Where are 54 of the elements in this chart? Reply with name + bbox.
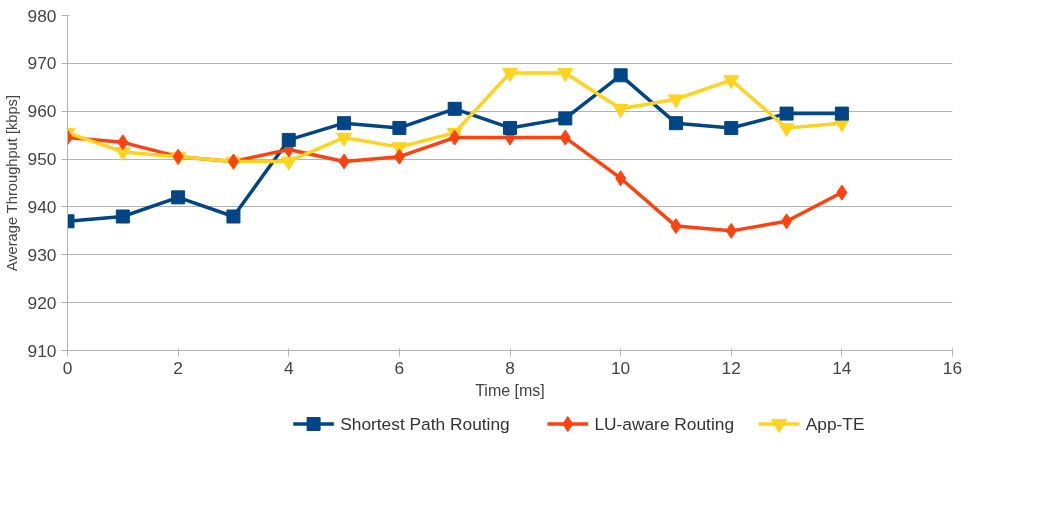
y-tick-label: 930 <box>27 244 57 265</box>
point <box>115 209 130 224</box>
point <box>502 68 518 83</box>
point <box>615 170 627 187</box>
point <box>337 116 352 131</box>
point <box>117 134 129 151</box>
x-axis-title: Time [ms] <box>475 381 545 399</box>
y-axis-title: Average Throughput [kbps] <box>3 94 20 272</box>
y-tick-label: 970 <box>27 53 57 74</box>
point <box>336 132 353 147</box>
x-tick-label: 16 <box>942 357 963 378</box>
point <box>724 120 739 135</box>
x-tick-label: 10 <box>610 357 631 378</box>
point <box>723 75 740 90</box>
y-tick-label: 960 <box>27 101 57 122</box>
point <box>612 103 629 118</box>
point <box>447 101 462 116</box>
legend-label: Shortest Path Routing <box>340 414 510 434</box>
point <box>670 218 682 235</box>
point <box>503 120 517 135</box>
y-tick-label: 910 <box>27 340 57 361</box>
point <box>668 116 683 131</box>
point <box>557 68 574 83</box>
point <box>393 148 405 165</box>
point <box>281 132 296 147</box>
y-tick-label: 980 <box>27 5 57 26</box>
x-tick-label: 0 <box>62 357 73 378</box>
point <box>171 190 186 205</box>
x-tick-label: 12 <box>721 357 741 378</box>
point <box>778 123 795 138</box>
point <box>558 111 573 126</box>
legend-label: App-TE <box>805 414 865 434</box>
point <box>559 129 571 146</box>
point <box>781 213 793 230</box>
point <box>613 68 628 83</box>
x-tick-label: 6 <box>394 357 405 378</box>
point <box>779 106 794 121</box>
point <box>392 120 407 135</box>
point <box>338 153 350 170</box>
point <box>449 129 461 146</box>
x-tick-label: 4 <box>283 357 294 378</box>
legend-label: LU-aware Routing <box>594 414 735 434</box>
y-tick-label: 940 <box>27 196 57 217</box>
x-tick-label: 8 <box>505 357 515 378</box>
point <box>280 156 297 171</box>
y-tick-label: 950 <box>27 149 57 170</box>
point <box>836 184 848 201</box>
point <box>725 222 737 239</box>
point <box>667 94 684 109</box>
y-tick-label: 920 <box>27 292 57 313</box>
x-tick-label: 14 <box>832 357 852 378</box>
point <box>834 106 849 121</box>
x-tick-label: 2 <box>173 357 183 378</box>
point <box>226 209 241 224</box>
